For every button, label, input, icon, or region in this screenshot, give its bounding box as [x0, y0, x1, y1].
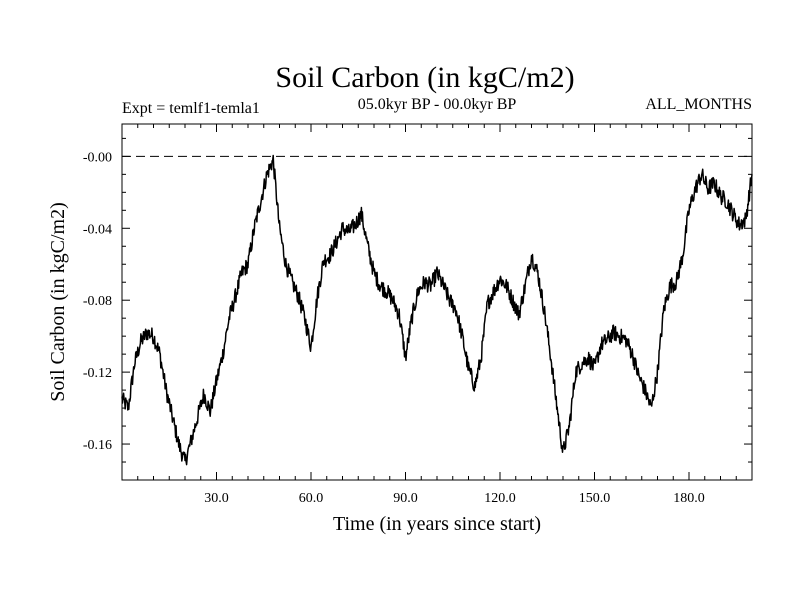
y-tick-label: -0.08	[83, 294, 112, 309]
x-tick-label: 150.0	[579, 491, 611, 506]
chart-title: Soil Carbon (in kgC/m2)	[275, 61, 574, 94]
months-label: ALL_MONTHS	[645, 96, 752, 113]
x-axis-ticks: 30.0 60.0 90.0 120.0 150.0 180.0	[137, 124, 737, 506]
experiment-label: Expt = temlf1-temla1	[122, 100, 260, 117]
time-range-label: 05.0kyr BP - 00.0kyr BP	[358, 96, 517, 113]
y-axis-ticks: -0.00 -0.04 -0.08 -0.12 -0.16	[83, 137, 752, 481]
y-tick-label: -0.04	[83, 222, 112, 237]
y-tick-label: -0.12	[83, 366, 112, 381]
y-tick-label: -0.16	[83, 438, 112, 453]
plot-frame	[121, 123, 753, 481]
x-axis-label: Time (in years since start)	[333, 513, 541, 535]
y-axis-label: Soil Carbon (in kgC/m2)	[47, 202, 69, 401]
soil-carbon-series-line	[121, 154, 753, 466]
x-tick-label: 180.0	[673, 491, 705, 506]
x-tick-label: 120.0	[484, 491, 516, 506]
x-tick-label: 60.0	[299, 491, 324, 506]
x-tick-label: 30.0	[204, 491, 229, 506]
x-tick-label: 90.0	[393, 491, 418, 506]
y-tick-label: -0.00	[83, 150, 112, 165]
plot-area: -0.00 -0.04 -0.08 -0.12 -0.16 30.0 60.0 90.0 12…	[83, 123, 753, 506]
